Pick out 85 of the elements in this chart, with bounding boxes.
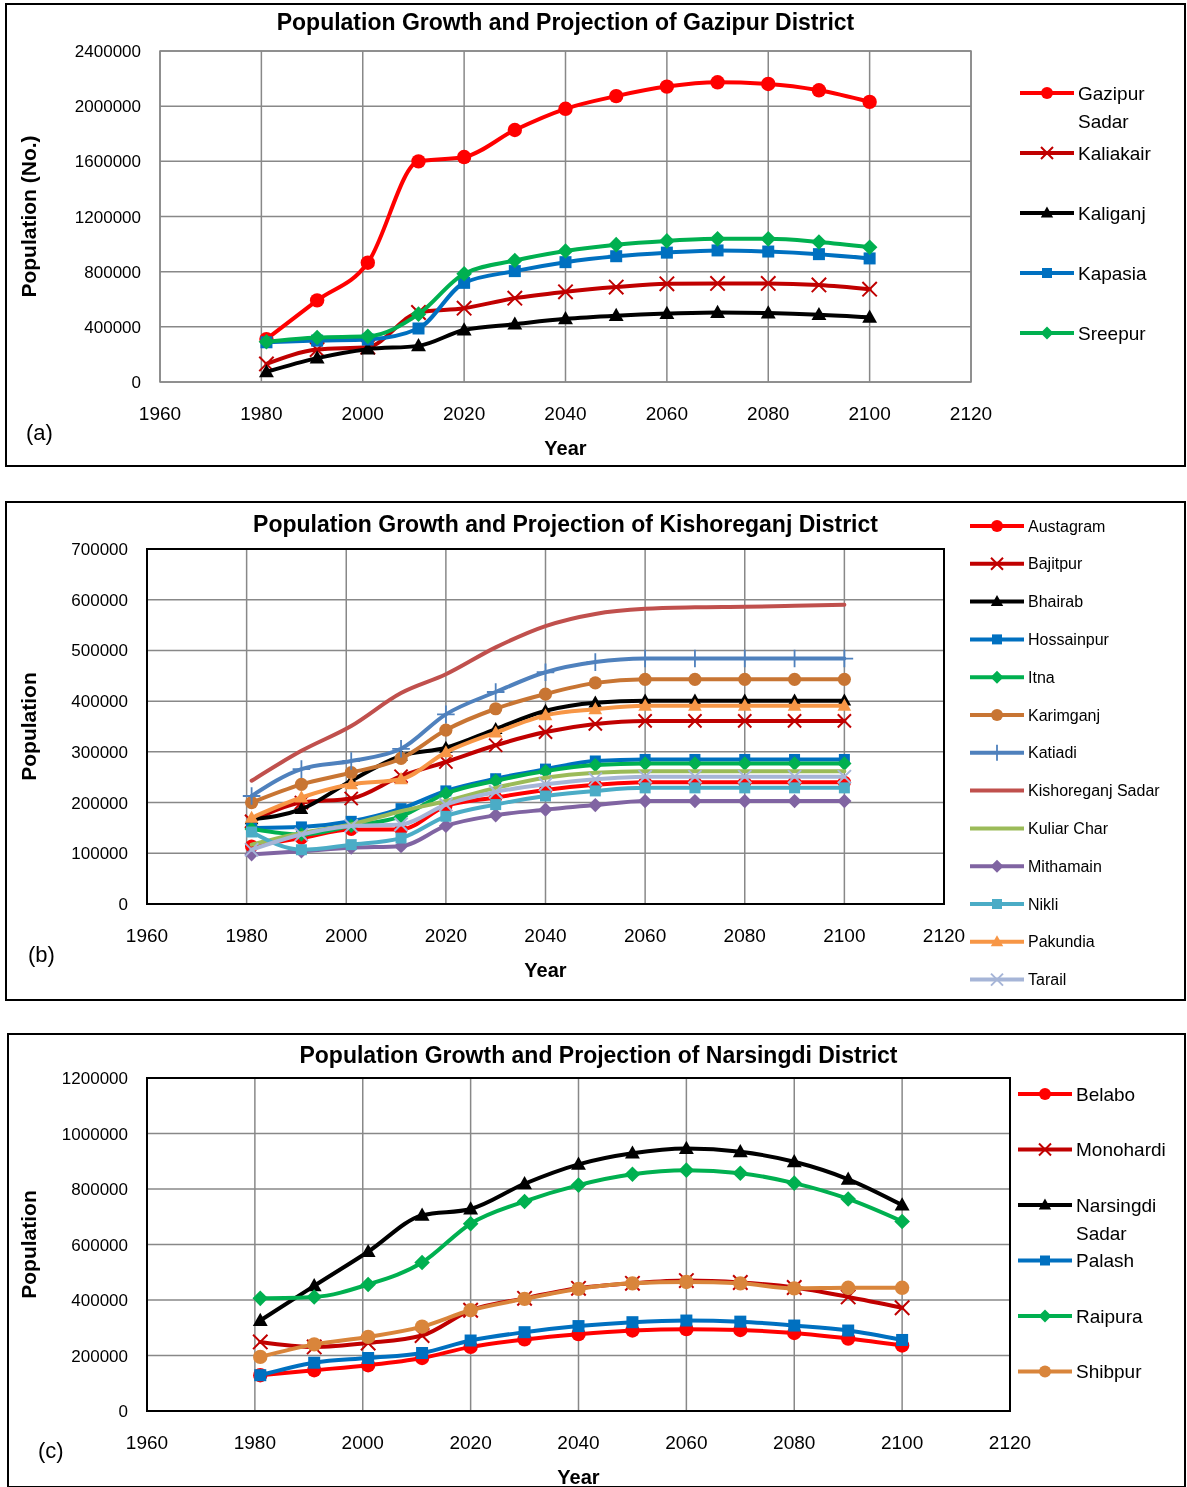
chart-title: Population Growth and Projection of Narsingdi District: [299, 1042, 898, 1068]
x-tick-label: 2040: [544, 403, 587, 424]
y-tick-label: 2000000: [74, 97, 141, 117]
y-tick-label: 300000: [71, 742, 128, 762]
x-tick-label: 2060: [623, 925, 667, 946]
x-tick-label: 2080: [723, 925, 766, 946]
legend-label: Pakundia: [1028, 933, 1095, 951]
y-tick-label: 0: [118, 895, 128, 914]
legend-label: Kaliakair: [1078, 142, 1152, 164]
legend-label: Gazipur Sadar: [1078, 82, 1146, 133]
legend-label: Raipura: [1076, 1305, 1143, 1327]
x-tick-label: 2020: [442, 403, 486, 424]
x-axis-title: Year: [544, 437, 587, 459]
legend-label: Tarail: [1028, 971, 1067, 989]
y-tick-label: 1600000: [74, 152, 141, 172]
x-tick-label: 2120: [922, 925, 966, 946]
y-tick-label: 1200000: [74, 207, 141, 227]
legend-label: Itna: [1028, 668, 1055, 686]
x-tick-label: 2040: [524, 925, 567, 946]
y-tick-label: 400000: [71, 692, 128, 712]
x-tick-label: 2060: [665, 1432, 708, 1453]
x-tick-label: 1980: [225, 925, 268, 946]
x-tick-label: 1980: [233, 1432, 277, 1453]
y-tick-label: 200000: [71, 1346, 128, 1366]
y-tick-label: 0: [118, 1402, 128, 1421]
x-tick-label: 2120: [949, 403, 993, 424]
text: (b): [28, 942, 55, 967]
x-axis-title: Year: [524, 959, 567, 981]
y-tick-label: 700000: [71, 540, 128, 559]
y-axis-title: Population: [17, 1190, 40, 1299]
y-tick-label: 800000: [71, 1180, 128, 1199]
y-tick-label: 500000: [71, 641, 128, 661]
x-tick-label: 2020: [449, 1432, 492, 1453]
y-tick-label: 100000: [71, 844, 128, 864]
legend-label: Austagram: [1028, 517, 1106, 535]
x-tick-label: 2080: [773, 1432, 816, 1453]
legend-label: Mithamain: [1028, 857, 1102, 875]
x-tick-label: 2000: [341, 403, 384, 424]
y-tick-label: 2400000: [74, 42, 141, 61]
x-tick-label: 2040: [557, 1432, 600, 1453]
y-tick-label: 600000: [71, 590, 128, 610]
y-axis-title: Population (No.): [17, 135, 40, 298]
legend-label: Shibpur: [1076, 1361, 1143, 1383]
x-tick-label: 1960: [138, 403, 182, 424]
x-tick-label: 2120: [988, 1432, 1032, 1453]
legend-label: Karimganj: [1028, 706, 1101, 724]
text: (a): [26, 420, 53, 445]
legend-label: Katiadi: [1028, 744, 1077, 762]
legend-label: Hossainpur: [1028, 631, 1110, 648]
x-tick-label: 1980: [240, 403, 283, 424]
y-tick-label: 0: [131, 373, 141, 392]
x-tick-label: 2100: [848, 403, 891, 424]
legend-label: Bajitpur: [1028, 555, 1083, 573]
legend-label: Kuliar Char: [1028, 820, 1109, 837]
x-tick-label: 2020: [424, 925, 468, 946]
legend-label: Palash: [1076, 1250, 1135, 1272]
y-tick-label: 800000: [84, 262, 141, 282]
x-axis-title: Year: [557, 1466, 600, 1487]
y-tick-label: 400000: [71, 1291, 128, 1310]
legend-label: Narsingdi Sadar: [1076, 1194, 1157, 1245]
legend-label: Bhairab: [1028, 593, 1084, 611]
x-tick-label: 1960: [125, 925, 169, 946]
x-tick-label: 2100: [823, 925, 866, 946]
legend-label: Belabo: [1076, 1083, 1136, 1105]
chart-title: Population Growth and Projection of Gazipur District: [276, 9, 855, 35]
x-tick-label: 2000: [325, 925, 368, 946]
x-tick-label: 2100: [880, 1432, 924, 1453]
legend-label: Kapasia: [1078, 262, 1148, 284]
legend-label: Monohardi: [1076, 1139, 1166, 1161]
text: (c): [38, 1438, 64, 1463]
y-tick-label: 400000: [84, 317, 141, 337]
chart-title: Population Growth and Projection of Kishoreganj District: [253, 511, 879, 537]
legend-label: Nikli: [1028, 895, 1059, 913]
x-tick-label: 2080: [747, 403, 790, 424]
legend-label: Kishoreganj Sadar: [1028, 782, 1161, 800]
y-tick-label: 200000: [71, 793, 128, 813]
y-tick-label: 1200000: [61, 1069, 128, 1088]
x-tick-label: 2000: [341, 1432, 384, 1453]
legend-label: Sreepur: [1078, 322, 1147, 344]
x-tick-label: 2060: [645, 403, 689, 424]
x-tick-label: 1960: [125, 1432, 169, 1453]
y-tick-label: 1000000: [61, 1124, 128, 1144]
y-tick-label: 600000: [71, 1235, 128, 1255]
y-axis-title: Population: [17, 672, 40, 781]
legend-label: Kaliganj: [1078, 202, 1146, 224]
